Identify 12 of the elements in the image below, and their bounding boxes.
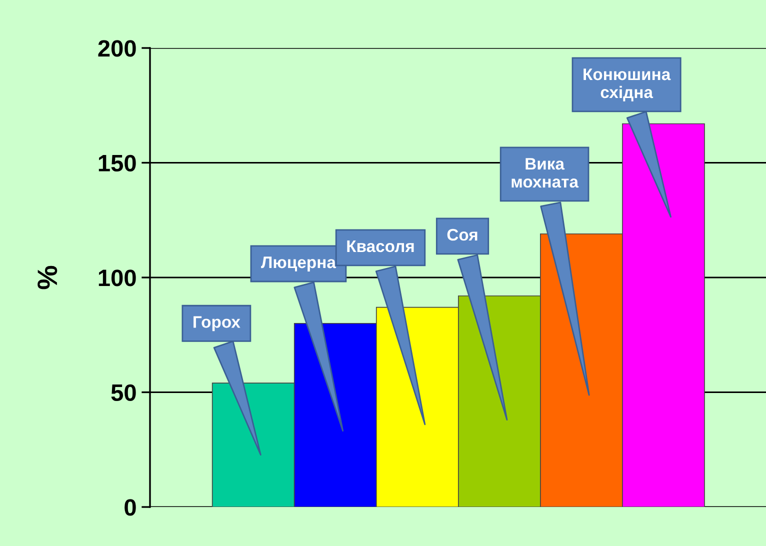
y-tick-label: 100 xyxy=(98,270,136,286)
x-tick-label: Соя xyxy=(447,228,478,241)
y-tick-label: 0 xyxy=(124,499,136,516)
x-tick-label: Конюшина східна xyxy=(584,68,671,102)
x-tick-label: Квасоля xyxy=(347,240,414,252)
x-tick-label: Люцерна xyxy=(261,256,336,272)
x-tick-label: Вика мохната xyxy=(512,158,579,188)
y-tick-label: 150 xyxy=(98,154,136,172)
x-tick-label: Горох xyxy=(194,316,240,332)
y-tick-label: 200 xyxy=(98,40,136,57)
y-tick-label: 50 xyxy=(111,384,136,402)
y-axis-title: % xyxy=(38,266,58,290)
